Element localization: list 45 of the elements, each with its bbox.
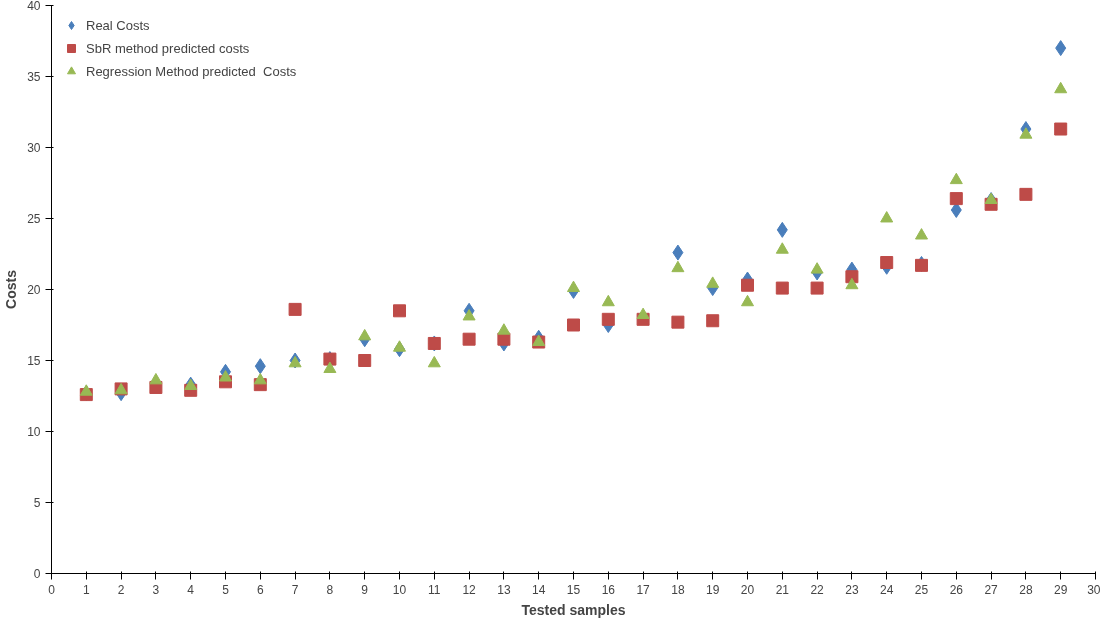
- y-tick-label: 30: [27, 141, 41, 155]
- x-axis-title: Tested samples: [521, 601, 626, 618]
- y-tick-label: 35: [27, 70, 41, 84]
- x-tick-label: 2: [117, 582, 125, 597]
- x-tick-label: 6: [256, 582, 264, 597]
- x-tick-label: 23: [845, 582, 859, 597]
- x-tick-label: 19: [706, 582, 720, 597]
- y-tick-label: 40: [27, 0, 41, 13]
- y-axis-title: Costs: [3, 269, 20, 309]
- x-tick-label: 20: [740, 582, 755, 597]
- legend-label: Real Costs: [86, 17, 150, 33]
- legend-label: SbR method predicted costs: [86, 40, 250, 56]
- x-tick-label: 26: [949, 582, 964, 597]
- x-tick-label: 14: [532, 582, 546, 597]
- x-tick-label: 10: [392, 582, 407, 597]
- legend-label: Regression Method predicted Costs: [86, 63, 297, 79]
- x-tick-label: 13: [497, 582, 511, 597]
- y-tick-label: 20: [27, 283, 41, 297]
- x-tick-label: 12: [462, 582, 477, 597]
- x-tick-label: 21: [775, 582, 790, 597]
- x-tick-label: 18: [671, 582, 685, 597]
- y-tick-label: 10: [27, 425, 41, 439]
- x-tick-label: 28: [1019, 582, 1033, 597]
- x-tick-label: 30: [1087, 582, 1101, 597]
- x-tick-label: 29: [1054, 582, 1068, 597]
- x-tick-label: 16: [601, 582, 616, 597]
- x-tick-label: 15: [566, 582, 581, 597]
- x-tick-label: 9: [361, 582, 369, 597]
- x-tick-label: 25: [914, 582, 929, 597]
- x-tick-label: 17: [636, 582, 651, 597]
- x-tick-label: 0: [48, 582, 56, 597]
- y-tick-label: 15: [27, 354, 41, 368]
- x-tick-label: 3: [152, 582, 160, 597]
- x-tick-label: 4: [187, 582, 195, 597]
- x-tick-label: 27: [984, 582, 999, 597]
- x-tick-label: 8: [326, 582, 334, 597]
- x-tick-label: 1: [82, 582, 90, 597]
- x-tick-label: 11: [428, 582, 441, 597]
- x-tick-label: 5: [222, 582, 230, 597]
- y-tick-label: 5: [33, 496, 41, 510]
- x-tick-label: 22: [810, 582, 825, 597]
- x-tick-label: 24: [880, 582, 894, 597]
- x-tick-label: 7: [291, 582, 299, 597]
- y-tick-label: 25: [27, 212, 41, 226]
- y-tick-label: 0: [33, 567, 41, 581]
